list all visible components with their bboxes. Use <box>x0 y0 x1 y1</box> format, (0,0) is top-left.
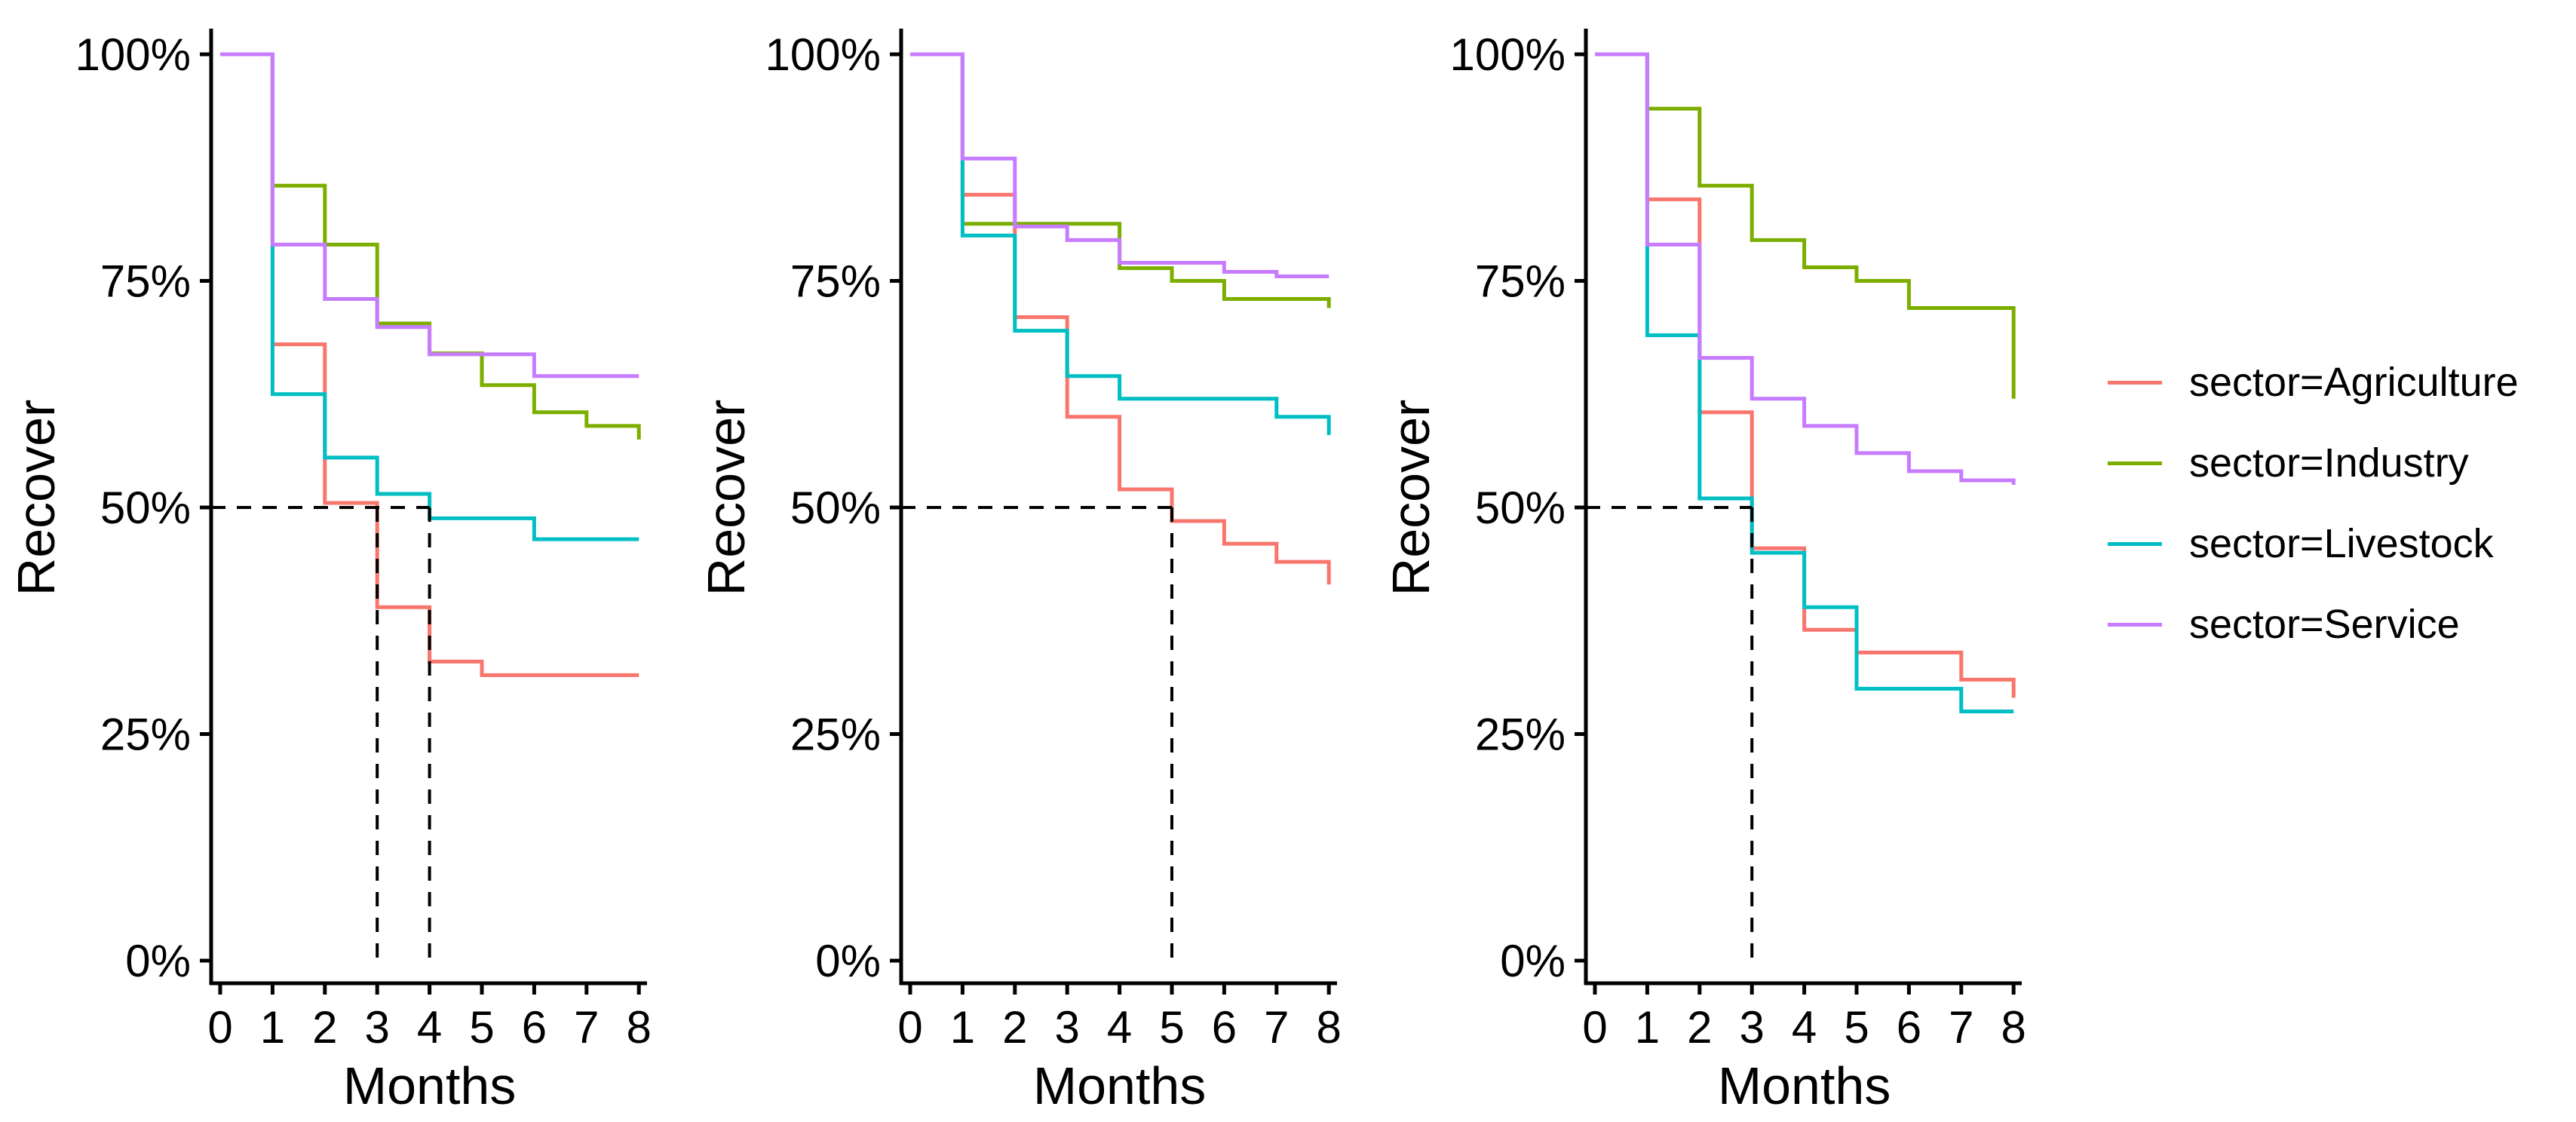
y-tick-label: 75% <box>790 256 881 307</box>
x-tick-label: 7 <box>1949 1002 1973 1053</box>
legend-label-agriculture: sector=Agriculture <box>2189 360 2519 405</box>
agriculture-line-key <box>2108 380 2162 385</box>
y-tick-label: 0% <box>1500 936 1566 986</box>
series-service-panel2 <box>910 52 1329 278</box>
x-tick-label: 5 <box>1159 1002 1184 1053</box>
x-tick-label: 8 <box>2001 1002 2026 1053</box>
survival-panel-1: 100% 75% 50% 25% 0% 0 1 2 3 4 5 6 7 8 Months Recover <box>7 29 652 1115</box>
legend-item-livestock: sector=Livestock <box>2106 521 2494 566</box>
y-tick-label: 50% <box>790 483 881 533</box>
x-tick-label: 2 <box>1002 1002 1027 1053</box>
x-tick-label: 1 <box>1635 1002 1660 1053</box>
legend-item-industry: sector=Industry <box>2106 440 2469 486</box>
series-livestock-panel1 <box>220 52 639 541</box>
x-tick-label: 0 <box>897 1002 922 1053</box>
x-axis-title: Months <box>343 1056 517 1115</box>
legend-label-service: sector=Service <box>2189 602 2460 647</box>
service-line-key <box>2108 622 2162 627</box>
x-tick-label: 2 <box>312 1002 337 1053</box>
legend-label-industry: sector=Industry <box>2189 440 2469 486</box>
x-tick-label: 0 <box>207 1002 232 1053</box>
y-tick-label: 75% <box>1475 256 1566 307</box>
legend-item-service: sector=Service <box>2106 602 2460 647</box>
x-tick-label: 1 <box>950 1002 975 1053</box>
series-agriculture-panel3 <box>1595 52 2016 698</box>
x-tick-label: 4 <box>417 1002 442 1053</box>
x-tick-label: 4 <box>1792 1002 1817 1053</box>
survival-panel-3: 100% 75% 50% 25% 0% 0 1 2 3 4 5 6 7 8 Months Recover <box>1382 29 2026 1115</box>
x-tick-label: 3 <box>1740 1002 1765 1053</box>
y-tick-label: 25% <box>1475 710 1566 760</box>
y-tick-label: 100% <box>1450 29 1566 80</box>
y-tick-label: 25% <box>790 710 881 760</box>
series-service-panel1 <box>220 52 639 379</box>
x-tick-label: 7 <box>574 1002 599 1053</box>
x-tick-label: 7 <box>1264 1002 1289 1053</box>
y-tick-label: 50% <box>100 483 191 533</box>
x-tick-label: 6 <box>1212 1002 1237 1053</box>
x-tick-label: 5 <box>1844 1002 1869 1053</box>
x-tick-label: 2 <box>1687 1002 1712 1053</box>
x-axis-title: Months <box>1718 1056 1891 1115</box>
y-tick-label: 100% <box>75 29 191 80</box>
x-tick-label: 0 <box>1582 1002 1607 1053</box>
x-tick-label: 5 <box>469 1002 494 1053</box>
x-tick-label: 8 <box>1317 1002 1342 1053</box>
y-tick-label: 75% <box>100 256 191 307</box>
y-tick-label: 0% <box>815 936 881 986</box>
y-tick-label: 0% <box>125 936 191 986</box>
legend-item-agriculture: sector=Agriculture <box>2106 360 2519 405</box>
y-axis-title: Recover <box>7 400 66 596</box>
x-tick-label: 6 <box>1897 1002 1921 1053</box>
x-tick-label: 6 <box>522 1002 547 1053</box>
legend: sector=Agriculture sector=Industry secto… <box>2106 0 2574 1122</box>
y-tick-label: 50% <box>1475 483 1566 533</box>
livestock-line-key <box>2108 541 2162 546</box>
series-service-panel3 <box>1595 52 2016 485</box>
x-tick-label: 3 <box>365 1002 390 1053</box>
x-tick-label: 8 <box>627 1002 652 1053</box>
x-tick-label: 4 <box>1107 1002 1132 1053</box>
series-agriculture-panel2 <box>910 52 1331 585</box>
survival-panel-2: 100% 75% 50% 25% 0% 0 1 2 3 4 5 6 7 8 Months Recover <box>697 29 1342 1115</box>
x-tick-label: 1 <box>260 1002 285 1053</box>
y-tick-label: 100% <box>765 29 881 80</box>
series-livestock-panel2 <box>910 52 1331 435</box>
industry-line-key <box>2108 461 2162 465</box>
y-axis-title: Recover <box>697 400 756 596</box>
x-axis-title: Months <box>1033 1056 1207 1115</box>
y-tick-label: 25% <box>100 710 191 760</box>
x-tick-label: 3 <box>1055 1002 1080 1053</box>
series-industry-panel1 <box>220 52 641 440</box>
series-industry-panel3 <box>1595 52 2016 399</box>
legend-label-livestock: sector=Livestock <box>2189 521 2494 566</box>
series-agriculture-panel1 <box>220 52 639 677</box>
series-livestock-panel3 <box>1595 52 2014 713</box>
y-axis-title: Recover <box>1382 400 1440 596</box>
